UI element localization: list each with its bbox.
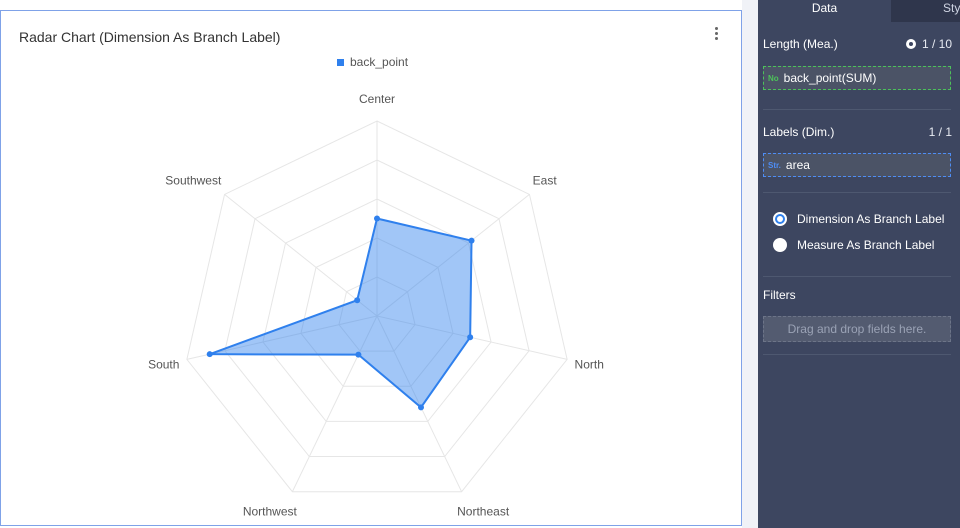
data-point [468,237,475,244]
data-point [206,351,213,358]
radio-selected-icon[interactable] [773,212,787,226]
divider [763,354,951,355]
data-point [355,351,362,358]
filters-drop-zone[interactable]: Drag and drop fields here. [763,316,951,342]
axis-label: North [575,357,604,371]
radar-series [206,215,475,411]
more-options-icon[interactable] [713,27,719,43]
axis-label: Northwest [243,505,298,519]
grid-spoke [224,194,378,317]
radar-axis-labels: Center East North Northeast Northwest South So… [148,92,604,519]
labels-field-label: area [785,158,810,172]
filters-title: Filters [763,288,796,302]
grid-spoke [291,315,378,492]
grid-spoke [186,315,378,360]
chart-title: Radar Chart (Dimension As Branch Label) [19,29,281,45]
data-point [417,404,424,411]
length-count: 1 / 10 [905,37,952,51]
tab-style[interactable]: Style [891,0,960,22]
string-type-icon: Str. [768,160,781,170]
data-config-sidebar: Data Style Length (Mea.) 1 / 10 No back_… [758,0,960,528]
data-point [354,297,361,304]
data-point [374,215,380,222]
radio-label: Dimension As Branch Label [797,212,945,226]
legend-swatch [337,58,344,66]
series-area [209,217,473,409]
labels-section-title: Labels (Dim.) [763,125,835,139]
grid-ring [338,276,416,352]
length-field-pill[interactable]: No back_point(SUM) [763,66,951,90]
radio-label: Measure As Branch Label [797,238,935,252]
grid-spoke [376,194,530,317]
length-section-title: Length (Mea.) [763,37,838,51]
divider [763,109,951,110]
axis-label: Center [359,92,395,106]
axis-label: Northeast [457,505,510,519]
tab-data[interactable]: Data [758,0,891,22]
radio-unselected-icon[interactable] [773,238,787,252]
labels-count: 1 / 1 [928,125,952,139]
grid-ring [186,120,568,493]
gear-icon[interactable] [905,39,916,49]
length-field-label: back_point(SUM) [783,71,877,85]
legend-label: back_point [350,55,409,69]
radio-measure-as-branch[interactable]: Measure As Branch Label [773,238,934,252]
data-point [467,334,474,341]
grid-ring [224,159,530,458]
axis-label: Southwest [165,174,222,188]
length-count-value: 1 / 10 [921,37,952,51]
axis-label: South [148,357,179,371]
grid-spoke [376,315,463,492]
panel-gap [742,0,758,528]
number-type-icon: No [768,73,779,83]
divider [763,192,951,193]
radar-chart: Center East North Northeast Northwest South So… [148,92,604,519]
sidebar-tabs: Data Style [758,0,960,22]
chart-legend[interactable]: back_point [337,55,408,69]
divider [763,276,951,277]
axis-label: East [533,174,558,188]
labels-field-pill[interactable]: Str. area [763,153,951,177]
chart-panel: Radar Chart (Dimension As Branch Label) … [0,10,742,526]
grid-ring [300,237,454,387]
radio-dimension-as-branch[interactable]: Dimension As Branch Label [773,212,944,226]
